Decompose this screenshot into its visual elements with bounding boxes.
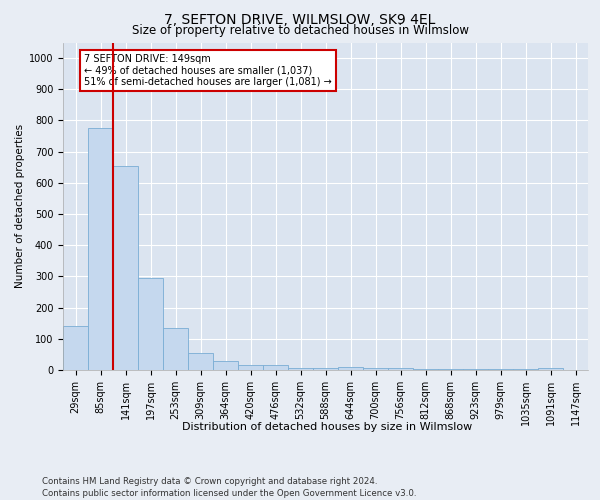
Bar: [63, 326, 88, 370]
Bar: [113, 166, 138, 370]
Bar: [138, 278, 163, 370]
Text: 7 SEFTON DRIVE: 149sqm
← 49% of detached houses are smaller (1,037)
51% of semi-: 7 SEFTON DRIVE: 149sqm ← 49% of detached…: [84, 54, 332, 87]
Bar: [238, 364, 263, 370]
Bar: [413, 369, 438, 370]
Bar: [163, 328, 188, 370]
Text: Contains HM Land Registry data © Crown copyright and database right 2024.
Contai: Contains HM Land Registry data © Crown c…: [42, 476, 416, 498]
Bar: [363, 368, 388, 370]
Bar: [88, 128, 113, 370]
Bar: [338, 367, 363, 370]
Bar: [513, 369, 538, 370]
Text: Distribution of detached houses by size in Wilmslow: Distribution of detached houses by size …: [182, 422, 472, 432]
Bar: [538, 368, 563, 370]
Bar: [313, 368, 338, 370]
Bar: [388, 368, 413, 370]
Bar: [488, 369, 513, 370]
Bar: [288, 368, 313, 370]
Text: 7, SEFTON DRIVE, WILMSLOW, SK9 4EL: 7, SEFTON DRIVE, WILMSLOW, SK9 4EL: [164, 12, 436, 26]
Bar: [188, 353, 213, 370]
Bar: [438, 369, 463, 370]
Bar: [263, 366, 288, 370]
Bar: [213, 362, 238, 370]
Text: Size of property relative to detached houses in Wilmslow: Size of property relative to detached ho…: [131, 24, 469, 37]
Bar: [463, 369, 488, 370]
Y-axis label: Number of detached properties: Number of detached properties: [14, 124, 25, 288]
